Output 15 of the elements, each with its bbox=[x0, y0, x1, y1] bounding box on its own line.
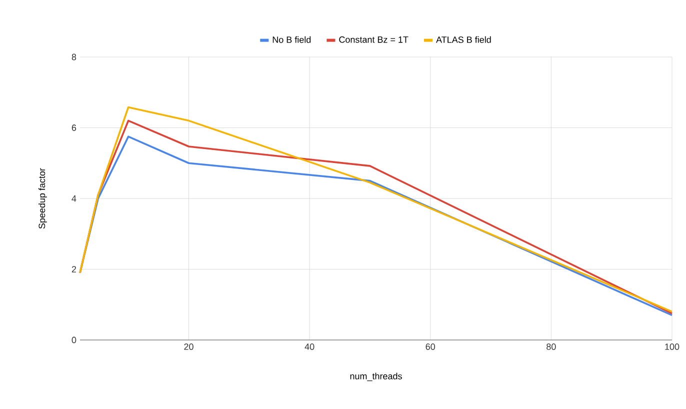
y-tick-label: 2 bbox=[72, 266, 76, 272]
x-axis-title: num_threads bbox=[350, 372, 402, 382]
x-tick-label: 40 bbox=[304, 344, 314, 350]
legend-label: ATLAS B field bbox=[436, 36, 491, 43]
y-axis-title: Speedup factor bbox=[38, 168, 47, 229]
y-tick-label: 6 bbox=[72, 124, 76, 131]
x-tick-label: 20 bbox=[184, 344, 194, 350]
y-tick-label: 8 bbox=[72, 54, 76, 60]
x-tick-label: 60 bbox=[426, 344, 436, 350]
x-tick-label: 100 bbox=[665, 344, 680, 350]
x-tick-label: 80 bbox=[546, 344, 556, 350]
y-tick-label: 0 bbox=[72, 336, 76, 344]
legend-label: No B field bbox=[272, 36, 311, 43]
y-tick-label: 4 bbox=[72, 195, 76, 202]
legend-label: Constant Bz = 1T bbox=[339, 36, 408, 43]
